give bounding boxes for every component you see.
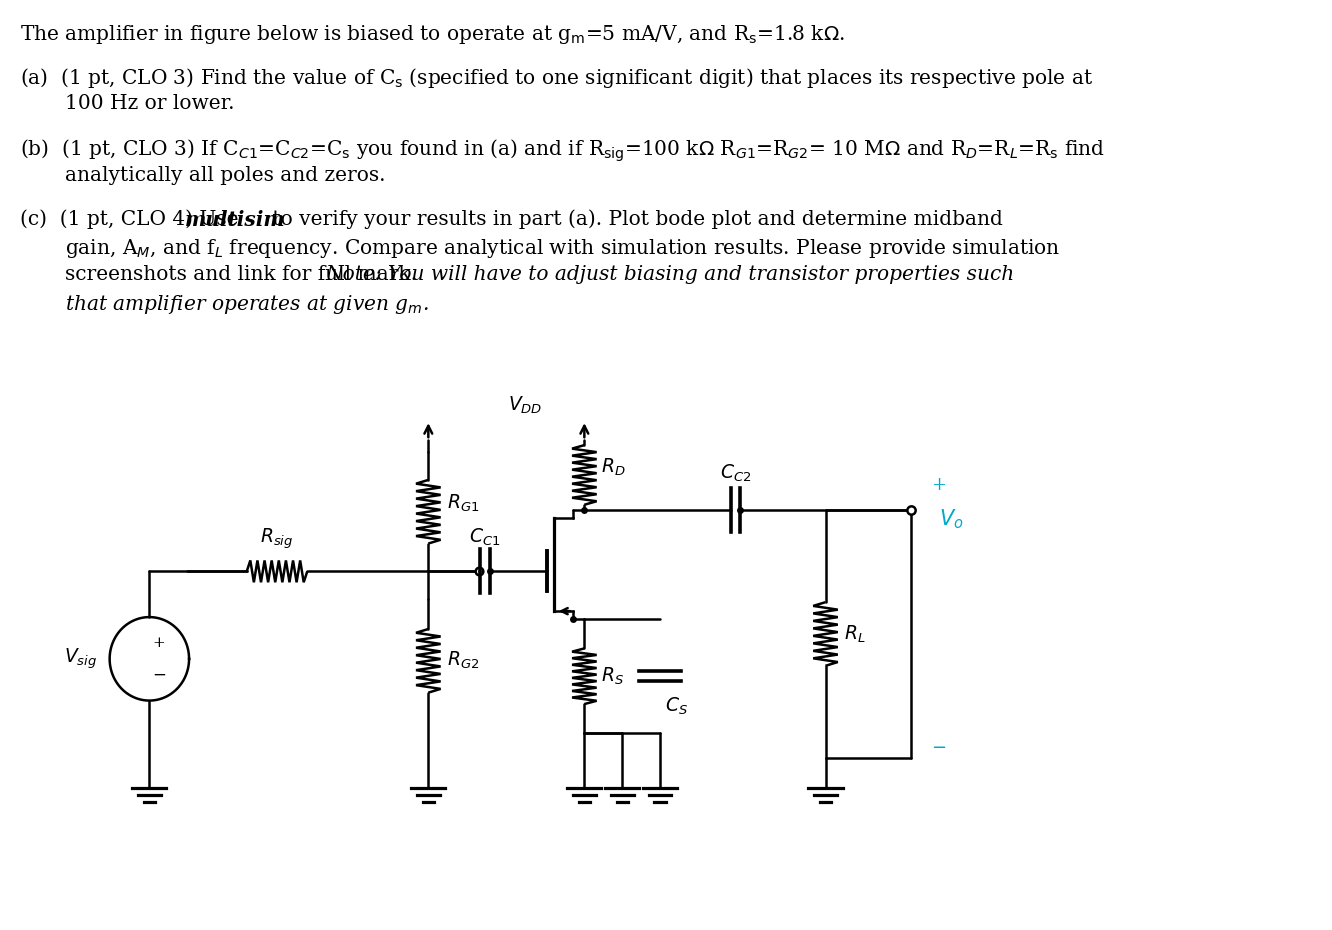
Text: −: − <box>152 666 165 684</box>
Text: The amplifier in figure below is biased to operate at g$_{\rm m}$=5 mA/V, and R$: The amplifier in figure below is biased … <box>20 22 844 46</box>
Text: $R_{sig}$: $R_{sig}$ <box>260 527 293 551</box>
Text: that amplifier operates at given g$_m$.: that amplifier operates at given g$_m$. <box>65 293 429 316</box>
Text: gain, A$_M$, and f$_L$ frequency. Compare analytical with simulation results. Pl: gain, A$_M$, and f$_L$ frequency. Compar… <box>65 237 1060 260</box>
Text: $R_{G1}$: $R_{G1}$ <box>448 493 480 514</box>
Text: $R_L$: $R_L$ <box>844 623 866 644</box>
Text: analytically all poles and zeros.: analytically all poles and zeros. <box>65 166 386 185</box>
Text: multisim: multisim <box>185 209 286 230</box>
Text: $V_{DD}$: $V_{DD}$ <box>507 395 542 417</box>
Text: $R_S$: $R_S$ <box>601 666 625 687</box>
Text: $-$: $-$ <box>931 737 947 755</box>
Text: $V_{sig}$: $V_{sig}$ <box>64 646 97 671</box>
Text: (b)  (1 pt, CLO 3) If C$_{C1}$=C$_{C2}$=C$_{\rm s}$ you found in (a) and if R$_{: (b) (1 pt, CLO 3) If C$_{C1}$=C$_{C2}$=C… <box>20 138 1106 165</box>
Text: to verify your results in part (a). Plot bode plot and determine midband: to verify your results in part (a). Plot… <box>265 209 1003 229</box>
Text: $C_{C2}$: $C_{C2}$ <box>721 462 751 484</box>
Text: screenshots and link for full mark.: screenshots and link for full mark. <box>65 265 424 285</box>
Text: +: + <box>152 636 165 650</box>
Text: (c)  (1 pt, CLO 4) Use: (c) (1 pt, CLO 4) Use <box>20 209 245 229</box>
Text: (a)  (1 pt, CLO 3) Find the value of C$_{\rm s}$ (specified to one significant d: (a) (1 pt, CLO 3) Find the value of C$_{… <box>20 66 1094 90</box>
Text: $C_S$: $C_S$ <box>665 697 687 717</box>
Text: 100 Hz or lower.: 100 Hz or lower. <box>65 94 234 113</box>
Text: Note: You will have to adjust biasing and transistor properties such: Note: You will have to adjust biasing an… <box>325 265 1015 285</box>
Text: $R_{G2}$: $R_{G2}$ <box>448 650 480 671</box>
Text: $C_{C1}$: $C_{C1}$ <box>469 526 501 548</box>
Text: +: + <box>931 476 947 494</box>
Text: $V_o$: $V_o$ <box>939 508 963 531</box>
Text: $R_D$: $R_D$ <box>601 457 626 478</box>
